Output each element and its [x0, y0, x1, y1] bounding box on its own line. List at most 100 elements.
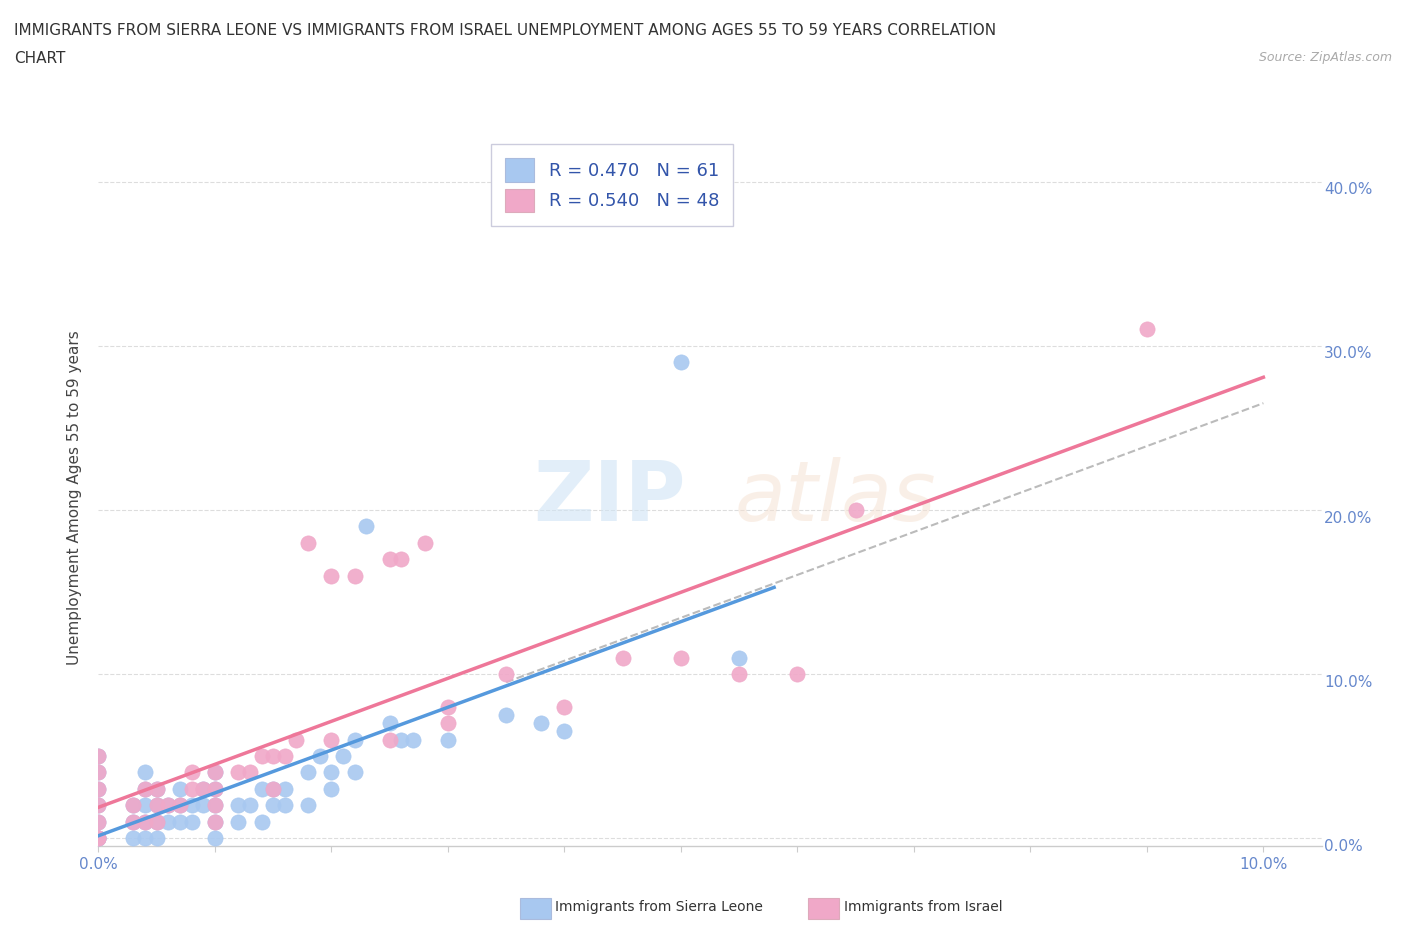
Point	[343, 732, 366, 747]
Point	[169, 798, 191, 813]
Point	[343, 765, 366, 780]
Point	[437, 716, 460, 731]
Point	[553, 699, 575, 714]
Point	[321, 765, 343, 780]
Point	[413, 536, 436, 551]
Text: Immigrants from Israel: Immigrants from Israel	[844, 899, 1002, 914]
Point	[204, 781, 226, 796]
Point	[669, 650, 692, 665]
Point	[297, 798, 319, 813]
Point	[157, 798, 180, 813]
Point	[204, 830, 226, 845]
Point	[332, 749, 354, 764]
Point	[530, 716, 553, 731]
Point	[169, 781, 191, 796]
Point	[122, 830, 145, 845]
Point	[728, 667, 751, 682]
Text: Source: ZipAtlas.com: Source: ZipAtlas.com	[1258, 51, 1392, 64]
Point	[262, 798, 284, 813]
Point	[204, 815, 226, 830]
Point	[122, 815, 145, 830]
Point	[239, 765, 262, 780]
Point	[356, 519, 378, 534]
Point	[145, 781, 167, 796]
Point	[250, 781, 273, 796]
Point	[87, 798, 110, 813]
Point	[180, 765, 202, 780]
Point	[180, 798, 202, 813]
Point	[378, 732, 401, 747]
Point	[274, 798, 297, 813]
Point	[122, 798, 145, 813]
Point	[553, 724, 575, 738]
Text: Immigrants from Sierra Leone: Immigrants from Sierra Leone	[555, 899, 763, 914]
Point	[122, 798, 145, 813]
Point	[87, 781, 110, 796]
Point	[157, 815, 180, 830]
Point	[437, 732, 460, 747]
Point	[145, 830, 167, 845]
Point	[87, 830, 110, 845]
Point	[321, 781, 343, 796]
Point	[239, 798, 262, 813]
Point	[145, 781, 167, 796]
Point	[87, 765, 110, 780]
Text: ZIP: ZIP	[533, 457, 686, 538]
Point	[226, 765, 249, 780]
Point	[495, 667, 517, 682]
Point	[297, 536, 319, 551]
Point	[193, 781, 215, 796]
Point	[193, 781, 215, 796]
Point	[145, 798, 167, 813]
Point	[87, 830, 110, 845]
Point	[1136, 322, 1159, 337]
Point	[134, 815, 156, 830]
Text: 20.0%: 20.0%	[1324, 511, 1372, 525]
Point	[87, 749, 110, 764]
Point	[389, 732, 412, 747]
Point	[157, 798, 180, 813]
Text: IMMIGRANTS FROM SIERRA LEONE VS IMMIGRANTS FROM ISRAEL UNEMPLOYMENT AMONG AGES 5: IMMIGRANTS FROM SIERRA LEONE VS IMMIGRAN…	[14, 23, 997, 38]
Point	[250, 749, 273, 764]
Legend: R = 0.470   N = 61, R = 0.540   N = 48: R = 0.470 N = 61, R = 0.540 N = 48	[491, 144, 734, 226]
Point	[321, 568, 343, 583]
Point	[87, 815, 110, 830]
Point	[262, 781, 284, 796]
Point	[274, 749, 297, 764]
Point	[845, 502, 868, 517]
Point	[378, 551, 401, 566]
Point	[134, 781, 156, 796]
Point	[134, 815, 156, 830]
Point	[87, 749, 110, 764]
Point	[87, 781, 110, 796]
Text: 30.0%: 30.0%	[1324, 347, 1372, 362]
Point	[495, 708, 517, 723]
Point	[134, 765, 156, 780]
Point	[87, 830, 110, 845]
Point	[343, 568, 366, 583]
Point	[226, 798, 249, 813]
Text: atlas: atlas	[734, 457, 936, 538]
Point	[169, 798, 191, 813]
Point	[262, 781, 284, 796]
Point	[274, 781, 297, 796]
Point	[145, 798, 167, 813]
Text: 0.0%: 0.0%	[1324, 839, 1362, 854]
Point	[262, 749, 284, 764]
Text: CHART: CHART	[14, 51, 66, 66]
Text: 10.0%: 10.0%	[1324, 674, 1372, 690]
Point	[134, 830, 156, 845]
Point	[204, 798, 226, 813]
Point	[87, 830, 110, 845]
Point	[226, 815, 249, 830]
Point	[204, 815, 226, 830]
Point	[669, 354, 692, 369]
Point	[786, 667, 808, 682]
Point	[180, 781, 202, 796]
Text: 40.0%: 40.0%	[1324, 182, 1372, 197]
Point	[134, 781, 156, 796]
Point	[285, 732, 308, 747]
Point	[402, 732, 425, 747]
Point	[145, 815, 167, 830]
Point	[122, 815, 145, 830]
